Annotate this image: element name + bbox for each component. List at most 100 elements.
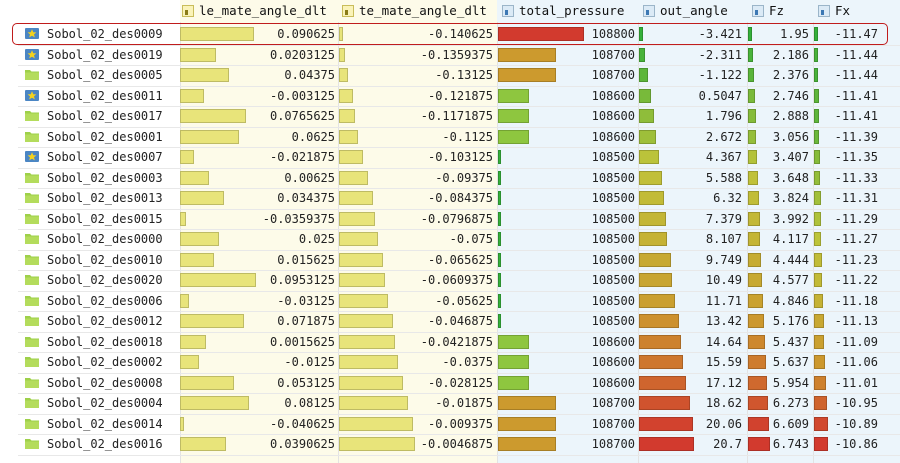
- te-bar: [339, 334, 395, 349]
- table-row[interactable]: Sobol_02_des0012 0.071875 -0.046875 108500 1…: [0, 311, 900, 332]
- column-header-label: Fx: [835, 3, 851, 18]
- fx-value: -11.01: [834, 375, 878, 390]
- fz-value: 4.846: [772, 293, 809, 308]
- table-row[interactable]: Sobol_02_des0013 0.034375 -0.084375 108500 6…: [0, 188, 900, 209]
- row-divider: [18, 127, 900, 128]
- total-pressure-value: 108500: [591, 293, 635, 308]
- column-divider: [497, 22, 498, 463]
- out-angle-value: 6.32: [713, 191, 742, 205]
- total-pressure-value: 108500: [591, 314, 635, 328]
- le-bar: [180, 437, 226, 451]
- total-pressure-value: 108500: [591, 150, 635, 164]
- fz-bar: [748, 88, 755, 103]
- le-bar: [180, 232, 219, 246]
- fx-bar: [814, 27, 818, 41]
- table-row[interactable]: Sobol_02_des0014 -0.040625 -0.009375 108700…: [0, 414, 900, 435]
- table-row[interactable]: Sobol_02_des0000 0.025 -0.075 108500 8.107 4.…: [0, 229, 900, 250]
- column-header-te[interactable]: te_mate_angle_dlt: [342, 0, 500, 22]
- table-row[interactable]: Sobol_02_des0015 -0.0359375 -0.0796875 1085…: [0, 209, 900, 230]
- total-pressure-bar: [498, 437, 556, 451]
- te-value: -0.09375: [435, 170, 493, 185]
- fz-value: 4.117: [772, 232, 809, 246]
- column-divider: [747, 22, 748, 463]
- te-value: -0.065625: [427, 252, 493, 267]
- fx-bar: [814, 416, 828, 431]
- table-row[interactable]: Sobol_02_des0004 0.08125 -0.01875 108700 18.…: [0, 393, 900, 414]
- te-value: -0.084375: [427, 191, 493, 205]
- design-name: Sobol_02_des0003: [47, 170, 163, 185]
- row-divider: [18, 86, 900, 87]
- table-row[interactable]: Sobol_02_des0005 0.04375 -0.13125 108700 -1.…: [0, 65, 900, 86]
- le-value: -0.0125: [284, 355, 335, 369]
- table-row[interactable]: Sobol_02_des0007 -0.021875 -0.103125 108500…: [0, 147, 900, 168]
- table-row[interactable]: Sobol_02_des0002 -0.0125 -0.0375 108600 15.5…: [0, 352, 900, 373]
- fx-value: -10.89: [834, 416, 878, 431]
- fz-value: 4.444: [772, 252, 809, 267]
- te-bar: [339, 68, 348, 82]
- table-row[interactable]: Sobol_02_des0010 0.015625 -0.065625 108500 9…: [0, 250, 900, 271]
- fx-bar: [814, 355, 825, 369]
- design-icon: [25, 355, 40, 368]
- table-row[interactable]: Sobol_02_des0009 0.090625 -0.140625 108800 -…: [0, 24, 900, 45]
- le-bar: [180, 334, 206, 349]
- fx-bar: [814, 191, 821, 205]
- table-row[interactable]: Sobol_02_des0011 -0.003125 -0.121875 108600…: [0, 86, 900, 107]
- table-row[interactable]: Sobol_02_des0019 0.0203125 -0.1359375 10870…: [0, 45, 900, 66]
- column-header-label: Fz: [769, 3, 785, 18]
- out-angle-value: 17.12: [705, 375, 742, 390]
- row-divider: [18, 414, 900, 415]
- fx-bar: [814, 211, 821, 226]
- design-name: Sobol_02_des0020: [47, 273, 163, 287]
- table-row[interactable]: Sobol_02_des0020 0.0953125 -0.0609375 10850…: [0, 270, 900, 291]
- row-divider: [18, 188, 900, 189]
- row-divider: [18, 106, 900, 107]
- table-row[interactable]: Sobol_02_des0008 0.053125 -0.028125 108600 1…: [0, 373, 900, 394]
- starred-design-icon: [25, 27, 40, 40]
- row-divider: [18, 147, 900, 148]
- out-angle-bar: [639, 437, 694, 451]
- column-header-fx[interactable]: Fx: [818, 0, 888, 22]
- column-header-oa[interactable]: out_angle: [643, 0, 743, 22]
- te-value: -0.05625: [435, 293, 493, 308]
- column-header-le[interactable]: le_mate_angle_dlt: [182, 0, 342, 22]
- te-value: -0.0375: [442, 355, 493, 369]
- total-pressure-value: 108500: [591, 232, 635, 246]
- fx-value: -11.09: [834, 334, 878, 349]
- fx-bar: [814, 150, 820, 164]
- column-header-tp[interactable]: total_pressure: [502, 0, 640, 22]
- out-angle-bar: [639, 293, 675, 308]
- design-name: Sobol_02_des0007: [47, 150, 163, 164]
- total-pressure-value: 108600: [591, 109, 635, 123]
- table-row[interactable]: Sobol_02_des0006 -0.03125 -0.05625 108500 11…: [0, 291, 900, 312]
- fz-bar: [748, 129, 756, 144]
- column-header-fz[interactable]: Fz: [752, 0, 812, 22]
- le-bar: [180, 252, 214, 267]
- total-pressure-value: 108500: [591, 191, 635, 205]
- fz-bar: [748, 437, 770, 451]
- te-bar: [339, 416, 413, 431]
- le-bar: [180, 109, 246, 123]
- table-row[interactable]: Sobol_02_des0003 0.00625 -0.09375 108500 5.5…: [0, 168, 900, 189]
- te-bar: [339, 437, 415, 451]
- table-row[interactable]: Sobol_02_des0001 0.0625 -0.1125 108600 2.672…: [0, 127, 900, 148]
- fx-value: -11.22: [834, 273, 878, 287]
- le-value: 0.053125: [277, 375, 335, 390]
- te-bar: [339, 150, 363, 164]
- te-bar: [339, 375, 403, 390]
- out-angle-bar: [639, 232, 667, 246]
- total-pressure-bar: [498, 68, 556, 82]
- design-name: Sobol_02_des0009: [47, 27, 163, 41]
- design-icon: [25, 376, 40, 389]
- total-pressure-value: 108500: [591, 273, 635, 287]
- design-name: Sobol_02_des0019: [47, 47, 163, 62]
- column-header-label: out_angle: [660, 3, 728, 18]
- total-pressure-bar: [498, 293, 501, 308]
- table-row[interactable]: Sobol_02_des0017 0.0765625 -0.1171875 10860…: [0, 106, 900, 127]
- design-name: Sobol_02_des0002: [47, 355, 163, 369]
- fx-value: -11.06: [834, 355, 878, 369]
- le-value: 0.025: [298, 232, 335, 246]
- table-row[interactable]: Sobol_02_des0016 0.0390625 -0.0046875 10870…: [0, 434, 900, 455]
- table-row[interactable]: Sobol_02_des0018 0.0015625 -0.0421875 10860…: [0, 332, 900, 353]
- out-angle-value: 11.71: [705, 293, 742, 308]
- le-bar: [180, 314, 244, 328]
